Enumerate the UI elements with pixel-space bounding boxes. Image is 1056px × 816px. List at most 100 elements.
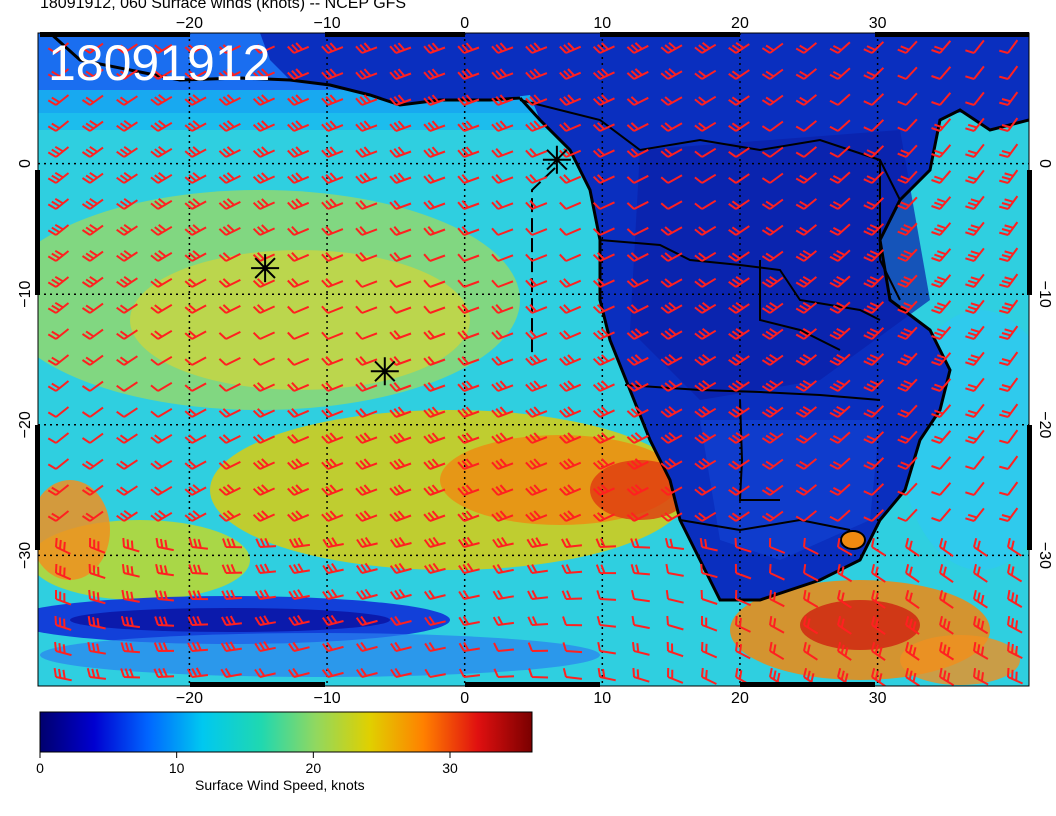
wind-barb (252, 120, 276, 132)
wind-barb (829, 353, 851, 366)
wind-barb (150, 381, 173, 392)
wind-barb (187, 590, 209, 601)
wind-barb (525, 510, 548, 522)
lon-tick-label: 0 (460, 15, 469, 32)
wind-barb (660, 380, 683, 392)
wind-barb (728, 301, 750, 314)
wind-barb (562, 642, 583, 654)
wind-barb (252, 331, 276, 340)
wind-barb (252, 304, 276, 314)
wind-barb (287, 408, 310, 418)
wind-barb (795, 301, 818, 314)
axis-frame-bars (35, 32, 1032, 687)
wind-barb (186, 667, 209, 678)
wind-barb (1007, 564, 1023, 583)
wind-barb (525, 253, 548, 262)
wind-barb (493, 668, 515, 678)
wind-barb (660, 226, 683, 236)
colorbar-label: Surface Wind Speed, knots (195, 777, 365, 793)
lon-tick-label: 30 (869, 15, 887, 32)
wind-barb (81, 249, 104, 262)
wind-barb (999, 273, 1019, 288)
lat-tick-label: −10 (17, 281, 34, 308)
wind-barb (735, 589, 752, 607)
wind-barb (423, 510, 446, 522)
wind-barb (121, 563, 140, 578)
wind-barb (47, 249, 70, 262)
wind-barb (493, 642, 514, 652)
wind-barb (592, 94, 615, 106)
wind-barb (965, 429, 985, 444)
wind-barb (592, 174, 615, 184)
wind-barb (965, 195, 985, 210)
wind-barb (218, 383, 241, 392)
wind-barb (897, 508, 918, 522)
wind-barb (694, 69, 717, 80)
wind-barb (218, 198, 241, 210)
wind-barb (81, 432, 104, 444)
wind-barb (596, 590, 617, 601)
wind-barb (667, 667, 684, 684)
wind-barb (492, 536, 514, 548)
wind-barb (355, 510, 378, 522)
wind-barb (457, 120, 480, 132)
wind-barb (660, 512, 683, 522)
wind-barb (116, 355, 138, 366)
wind-barb (218, 172, 241, 184)
lon-tick-label: −20 (176, 690, 203, 707)
lat-tick-label: 0 (1036, 159, 1053, 168)
lon-tick-label: −10 (313, 15, 340, 32)
wind-barb (999, 507, 1019, 522)
wind-barb (81, 42, 104, 54)
wind-barb (871, 616, 886, 636)
wind-barb (761, 301, 784, 314)
lat-tick-label: −10 (1036, 281, 1053, 308)
wind-barb (188, 538, 209, 550)
wind-barb (121, 589, 140, 603)
wind-barb (120, 615, 141, 629)
lat-tick-label: −20 (17, 411, 34, 438)
wind-barb (255, 563, 277, 574)
wind-barb (423, 484, 446, 496)
wind-barb (761, 431, 784, 444)
wind-barb (931, 352, 952, 366)
wind-barb (218, 94, 241, 106)
wind-barb (897, 92, 918, 106)
wind-barb (252, 94, 276, 106)
wind-barb (287, 434, 310, 444)
wind-barb (458, 642, 480, 652)
wind-barb (491, 380, 514, 392)
wind-barb (288, 614, 310, 626)
wind-barb (252, 172, 276, 184)
wind-barb (355, 458, 378, 470)
wind-barb (939, 564, 954, 584)
wind-barb (660, 96, 683, 106)
wind-barb (47, 120, 70, 132)
wind-barb (871, 668, 886, 686)
wind-barb (355, 94, 378, 106)
wind-barb (863, 431, 885, 444)
wind-barb (355, 279, 378, 288)
wind-barb (931, 456, 952, 470)
asterisk-marker (370, 357, 399, 386)
wind-barb (728, 225, 750, 236)
wind-barb (150, 224, 173, 236)
wind-barb (423, 226, 446, 236)
wind-barb (150, 94, 173, 106)
wind-barb (116, 459, 138, 470)
wind-barb (905, 537, 920, 557)
wind-barb (287, 146, 310, 158)
wind-barb (252, 252, 276, 262)
wind-barb (863, 67, 885, 80)
wind-barb (769, 667, 785, 686)
wind-barb (626, 174, 649, 184)
wind-barb (355, 305, 378, 314)
wind-barb (863, 353, 885, 366)
wind-barb (457, 200, 480, 210)
wind-barb (728, 199, 750, 210)
wind-barb (150, 433, 173, 444)
map-title: 18091912, 060 Surface winds (knots) -- N… (40, 0, 407, 12)
wind-barb (559, 304, 582, 314)
wind-barb (47, 510, 70, 522)
wind-barb (150, 250, 173, 262)
